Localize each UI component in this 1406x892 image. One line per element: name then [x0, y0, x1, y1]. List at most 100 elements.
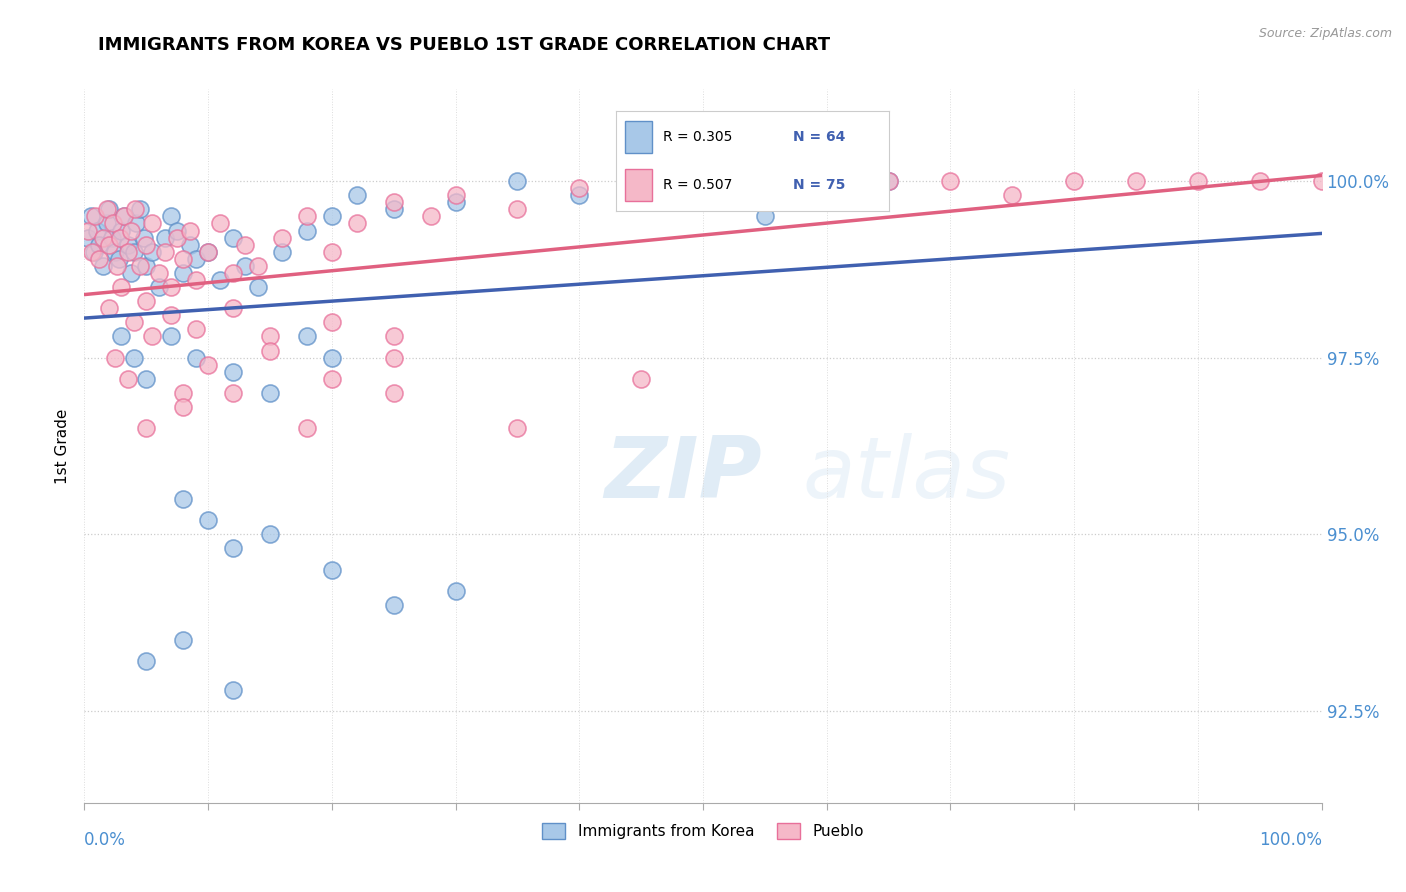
Point — [382, 202, 405, 217]
Point — [112, 210, 135, 224]
Point — [110, 329, 132, 343]
Point — [259, 329, 281, 343]
Point — [172, 400, 194, 414]
Point — [125, 216, 148, 230]
Point — [815, 181, 838, 195]
Point — [346, 216, 368, 230]
Point — [939, 174, 962, 188]
Point — [89, 237, 111, 252]
Text: atlas: atlas — [801, 433, 1010, 516]
Point — [89, 252, 111, 266]
Point — [246, 280, 269, 294]
Point — [129, 259, 152, 273]
Point — [1187, 174, 1209, 188]
Point — [568, 188, 591, 202]
Point — [101, 216, 124, 230]
Point — [1310, 174, 1333, 188]
Point — [222, 266, 245, 280]
Point — [172, 266, 194, 280]
Point — [184, 252, 207, 266]
Point — [233, 237, 256, 252]
Point — [382, 195, 405, 210]
Point — [129, 202, 152, 217]
Point — [141, 329, 163, 343]
Point — [84, 210, 107, 224]
Point — [141, 216, 163, 230]
Point — [179, 237, 201, 252]
Point — [382, 351, 405, 365]
Point — [877, 174, 900, 188]
Point — [444, 583, 467, 598]
Point — [382, 386, 405, 401]
Point — [117, 244, 139, 259]
Text: ZIP: ZIP — [605, 433, 762, 516]
Text: IMMIGRANTS FROM KOREA VS PUEBLO 1ST GRADE CORRELATION CHART: IMMIGRANTS FROM KOREA VS PUEBLO 1ST GRAD… — [98, 36, 831, 54]
Point — [246, 259, 269, 273]
Point — [197, 358, 219, 372]
Point — [100, 230, 122, 244]
Point — [506, 202, 529, 217]
Point — [184, 322, 207, 336]
Point — [96, 202, 118, 217]
Point — [80, 244, 103, 259]
Point — [321, 351, 343, 365]
Point — [184, 351, 207, 365]
Point — [233, 259, 256, 273]
Point — [506, 421, 529, 435]
Point — [124, 202, 146, 217]
Point — [1063, 174, 1085, 188]
Point — [122, 244, 145, 259]
Point — [321, 210, 343, 224]
Point — [444, 195, 467, 210]
Point — [692, 174, 714, 188]
Point — [346, 188, 368, 202]
Point — [382, 329, 405, 343]
Point — [419, 210, 441, 224]
Point — [105, 259, 128, 273]
Point — [160, 329, 183, 343]
Point — [815, 188, 838, 202]
Point — [222, 365, 245, 379]
Text: 0.0%: 0.0% — [84, 831, 127, 849]
Point — [110, 223, 132, 237]
Point — [135, 294, 157, 309]
Point — [91, 230, 114, 244]
Point — [86, 223, 108, 237]
Point — [135, 259, 157, 273]
Point — [197, 513, 219, 527]
Point — [79, 210, 101, 224]
Point — [295, 421, 318, 435]
Point — [77, 223, 100, 237]
Point — [112, 210, 135, 224]
Point — [110, 280, 132, 294]
Point — [754, 210, 776, 224]
Point — [120, 266, 142, 280]
Point — [117, 237, 139, 252]
Point — [259, 343, 281, 358]
Point — [166, 223, 188, 237]
Point — [98, 301, 121, 316]
Point — [141, 244, 163, 259]
Point — [259, 527, 281, 541]
Point — [568, 181, 591, 195]
Point — [197, 244, 219, 259]
Point — [148, 266, 170, 280]
Point — [108, 252, 131, 266]
Point — [135, 372, 157, 386]
Point — [120, 223, 142, 237]
Point — [160, 308, 183, 322]
Text: 100.0%: 100.0% — [1258, 831, 1322, 849]
Point — [135, 655, 157, 669]
Point — [1125, 174, 1147, 188]
Point — [321, 244, 343, 259]
Point — [160, 210, 183, 224]
Text: Source: ZipAtlas.com: Source: ZipAtlas.com — [1258, 27, 1392, 40]
Legend: Immigrants from Korea, Pueblo: Immigrants from Korea, Pueblo — [536, 817, 870, 845]
Point — [1001, 188, 1024, 202]
Point — [153, 244, 176, 259]
Point — [132, 230, 155, 244]
Point — [83, 244, 105, 259]
Point — [754, 174, 776, 188]
Y-axis label: 1st Grade: 1st Grade — [55, 409, 70, 483]
Point — [259, 386, 281, 401]
